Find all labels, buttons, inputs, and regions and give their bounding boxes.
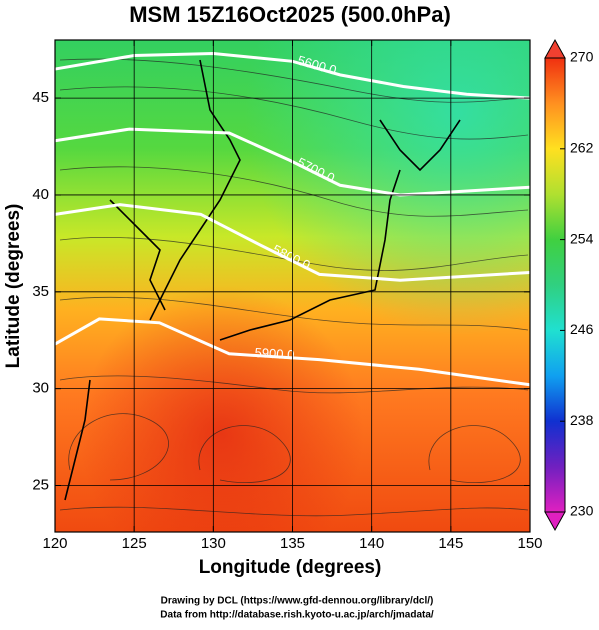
contour-label: 5900.0 — [254, 345, 295, 363]
y-tick-label: 45 — [32, 89, 49, 106]
x-tick-label: 140 — [359, 535, 384, 552]
colorbar-tick-label: 254 — [570, 230, 594, 246]
contour-line — [54, 203, 531, 282]
x-tick-label: 120 — [42, 535, 67, 552]
streamlines — [59, 58, 529, 517]
colorbar-tick-label: 270 — [570, 49, 594, 65]
footer-line: Data from http://database.rish.kyoto-u.a… — [160, 610, 434, 621]
chart-title: MSM 15Z16Oct2025 (500.0hPa) — [129, 2, 451, 27]
y-tick-label: 40 — [32, 186, 49, 203]
colorbar-tick-label: 246 — [570, 321, 594, 337]
y-tick-label: 30 — [32, 380, 49, 397]
x-tick-label: 125 — [122, 535, 147, 552]
colorbar-tick-label: 262 — [570, 140, 594, 156]
coastline — [64, 59, 461, 501]
y-axis-label: Latitude (degrees) — [3, 204, 24, 369]
x-axis-label: Longitude (degrees) — [199, 557, 382, 578]
contour-line — [54, 317, 531, 387]
contour-line — [54, 52, 531, 100]
y-tick-label: 25 — [32, 476, 49, 493]
colorbar-tick-label: 230 — [570, 503, 594, 519]
colorbar-extend — [544, 38, 566, 59]
x-tick-label: 135 — [280, 535, 305, 552]
footer-line: Drawing by DCL (https://www.gfd-dennou.o… — [161, 596, 434, 607]
y-tick-label: 35 — [32, 283, 49, 300]
x-tick-label: 130 — [201, 535, 226, 552]
colorbar — [544, 57, 566, 513]
colorbar-extend — [544, 511, 566, 532]
x-tick-label: 145 — [438, 535, 463, 552]
x-tick-label: 150 — [517, 535, 542, 552]
colorbar-tick-label: 238 — [570, 412, 594, 428]
